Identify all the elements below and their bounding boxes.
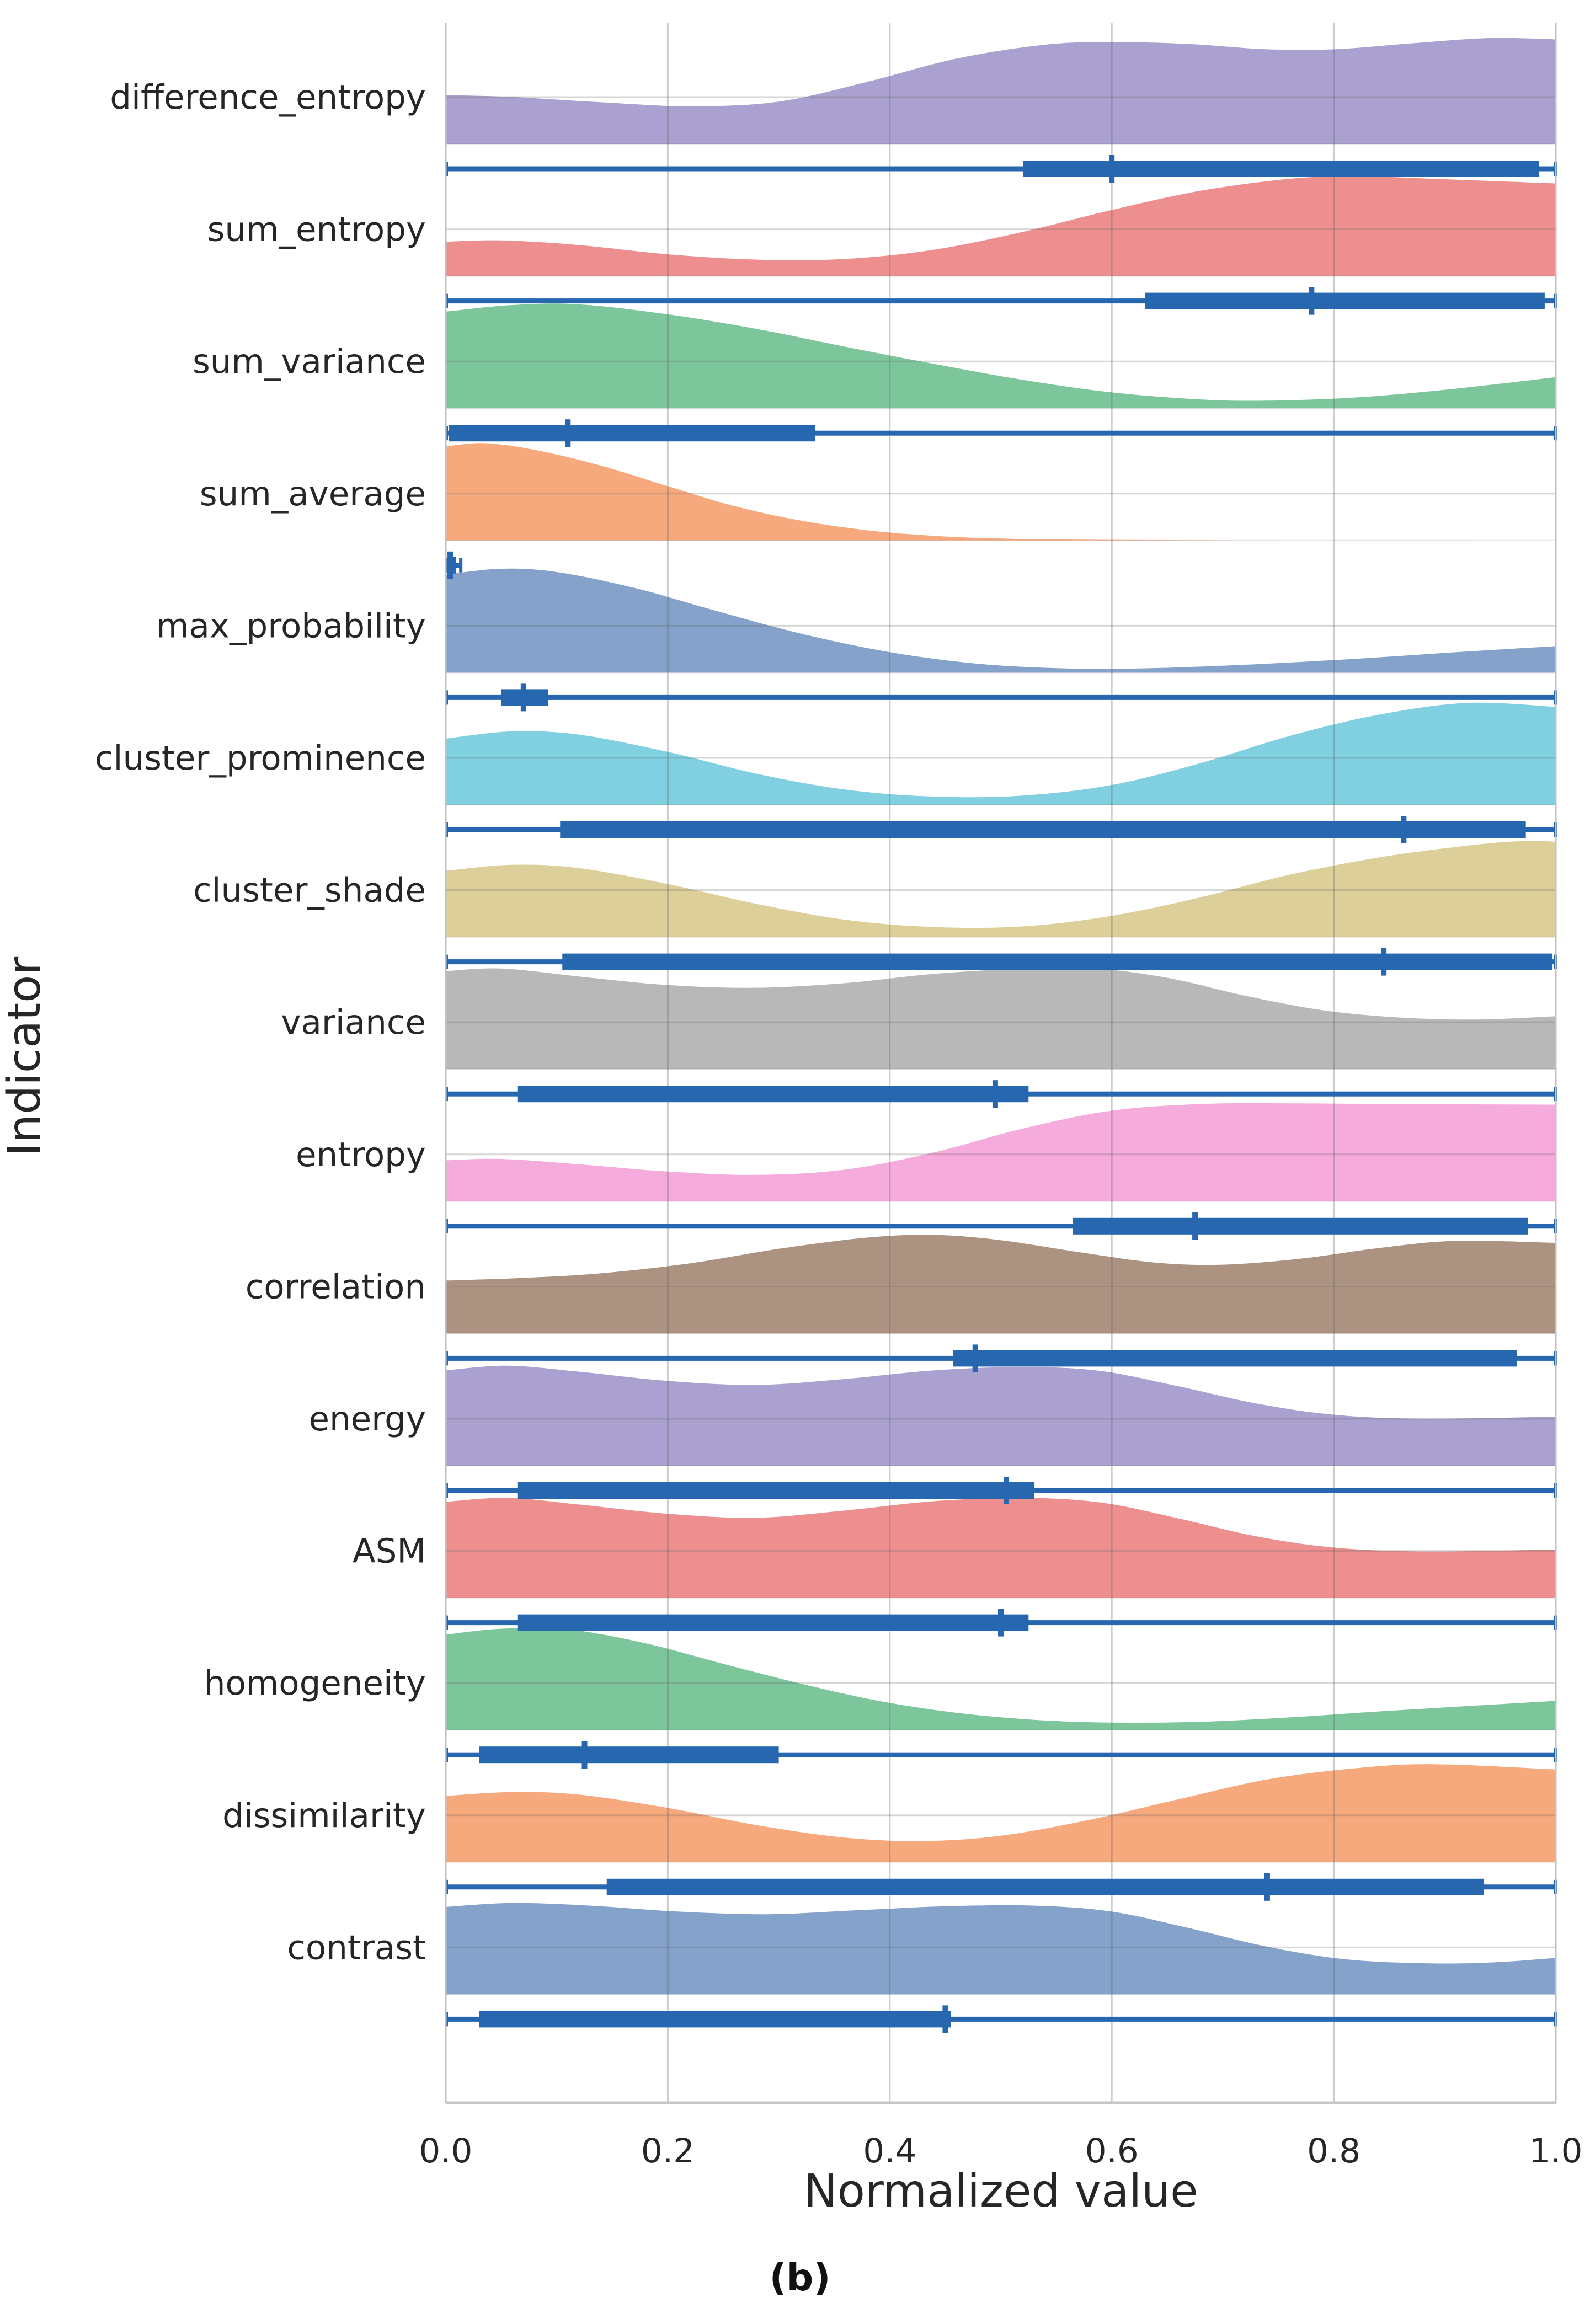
x-tick-label-0.0: 0.0 [419, 2131, 472, 2171]
density-area-variance [446, 967, 1556, 1070]
row-label-difference_entropy: difference_entropy [110, 78, 426, 117]
iqr-box [606, 1878, 1484, 1895]
x-tick-label-1.0: 1.0 [1529, 2131, 1582, 2171]
median-tick [565, 419, 571, 447]
median-tick [972, 1344, 978, 1372]
row-label-sum_average: sum_average [200, 474, 426, 514]
median-tick [581, 1741, 588, 1769]
iqr-box [517, 1482, 1034, 1499]
density-area-energy [446, 1365, 1556, 1466]
row-label-max_probability: max_probability [156, 606, 426, 645]
row-label-energy: energy [308, 1399, 426, 1439]
density-area-correlation [446, 1235, 1556, 1334]
whisker-line [446, 1224, 1556, 1229]
whisker-line [446, 694, 1556, 700]
median-tick [520, 683, 526, 712]
whisker-line [446, 166, 1556, 172]
range-bars [445, 155, 1557, 2033]
density-area-sum_entropy [446, 176, 1556, 276]
iqr-box [1145, 292, 1545, 309]
median-tick [1381, 948, 1387, 976]
median-tick [447, 551, 453, 579]
x-axis-title: Normalized value [803, 2165, 1198, 2218]
x-tick-label-0.6: 0.6 [1085, 2131, 1139, 2171]
median-tick [1309, 287, 1315, 315]
density-area-entropy [446, 1103, 1556, 1201]
row-label-correlation: correlation [246, 1267, 426, 1306]
median-tick [992, 1080, 998, 1108]
iqr-box [479, 2011, 951, 2028]
density-curves [446, 38, 1556, 1995]
density-area-cluster_shade [446, 841, 1556, 937]
iqr-box [449, 425, 815, 442]
whisker-cap-high [459, 558, 463, 573]
y-axis-title: Indicator [0, 957, 51, 1157]
row-label-cluster_prominence: cluster_prominence [95, 739, 426, 778]
density-area-sum_variance [446, 303, 1556, 409]
row-label-sum_entropy: sum_entropy [207, 210, 426, 249]
row-labels: difference_entropy sum_entropy sum_varianc… [95, 78, 426, 1967]
row-label-contrast: contrast [287, 1928, 426, 1967]
row-label-dissimilarity: dissimilarity [222, 1796, 426, 1835]
density-area-max_probability [446, 568, 1556, 673]
iqr-box [1073, 1217, 1528, 1235]
density-area-homogeneity [446, 1627, 1556, 1730]
whisker-line [446, 298, 1556, 304]
iqr-box [560, 821, 1526, 838]
row-label-ASM: ASM [353, 1532, 426, 1571]
x-tick-label-0.8: 0.8 [1307, 2131, 1360, 2171]
iqr-box [517, 1086, 1029, 1103]
density-area-difference_entropy [446, 38, 1556, 144]
whisker-line [446, 430, 1556, 436]
whisker-line [446, 2016, 1556, 2022]
x-tick-label-0.4: 0.4 [863, 2131, 916, 2171]
iqr-box [953, 1350, 1517, 1367]
iqr-box [479, 1746, 779, 1764]
density-area-ASM [446, 1498, 1556, 1598]
iqr-box [1023, 161, 1539, 177]
median-tick [998, 1609, 1004, 1637]
row-label-homogeneity: homogeneity [204, 1664, 426, 1703]
axes-spines [445, 23, 1557, 2104]
median-tick [1401, 816, 1407, 843]
density-area-dissimilarity [446, 1764, 1556, 1862]
figure-caption: (b) [770, 2256, 831, 2300]
x-tick-labels: 0.0 0.2 0.4 0.6 0.8 1.0 [419, 2131, 1582, 2171]
median-tick [1264, 1873, 1270, 1901]
median-tick [942, 2005, 948, 2033]
iqr-box [562, 953, 1552, 970]
row-label-entropy: entropy [296, 1135, 426, 1174]
median-tick [1192, 1212, 1198, 1240]
row-label-variance: variance [281, 1003, 426, 1042]
row-label-sum_variance: sum_variance [193, 342, 426, 381]
density-area-contrast [446, 1903, 1556, 1995]
density-area-cluster_prominence [446, 702, 1556, 805]
whisker-line [446, 1752, 1556, 1757]
median-tick [1004, 1477, 1010, 1504]
row-label-cluster_shade: cluster_shade [193, 871, 426, 910]
iqr-box [517, 1614, 1029, 1631]
x-tick-label-0.2: 0.2 [641, 2131, 695, 2171]
density-area-sum_average [446, 443, 1556, 541]
median-tick [1109, 155, 1115, 183]
